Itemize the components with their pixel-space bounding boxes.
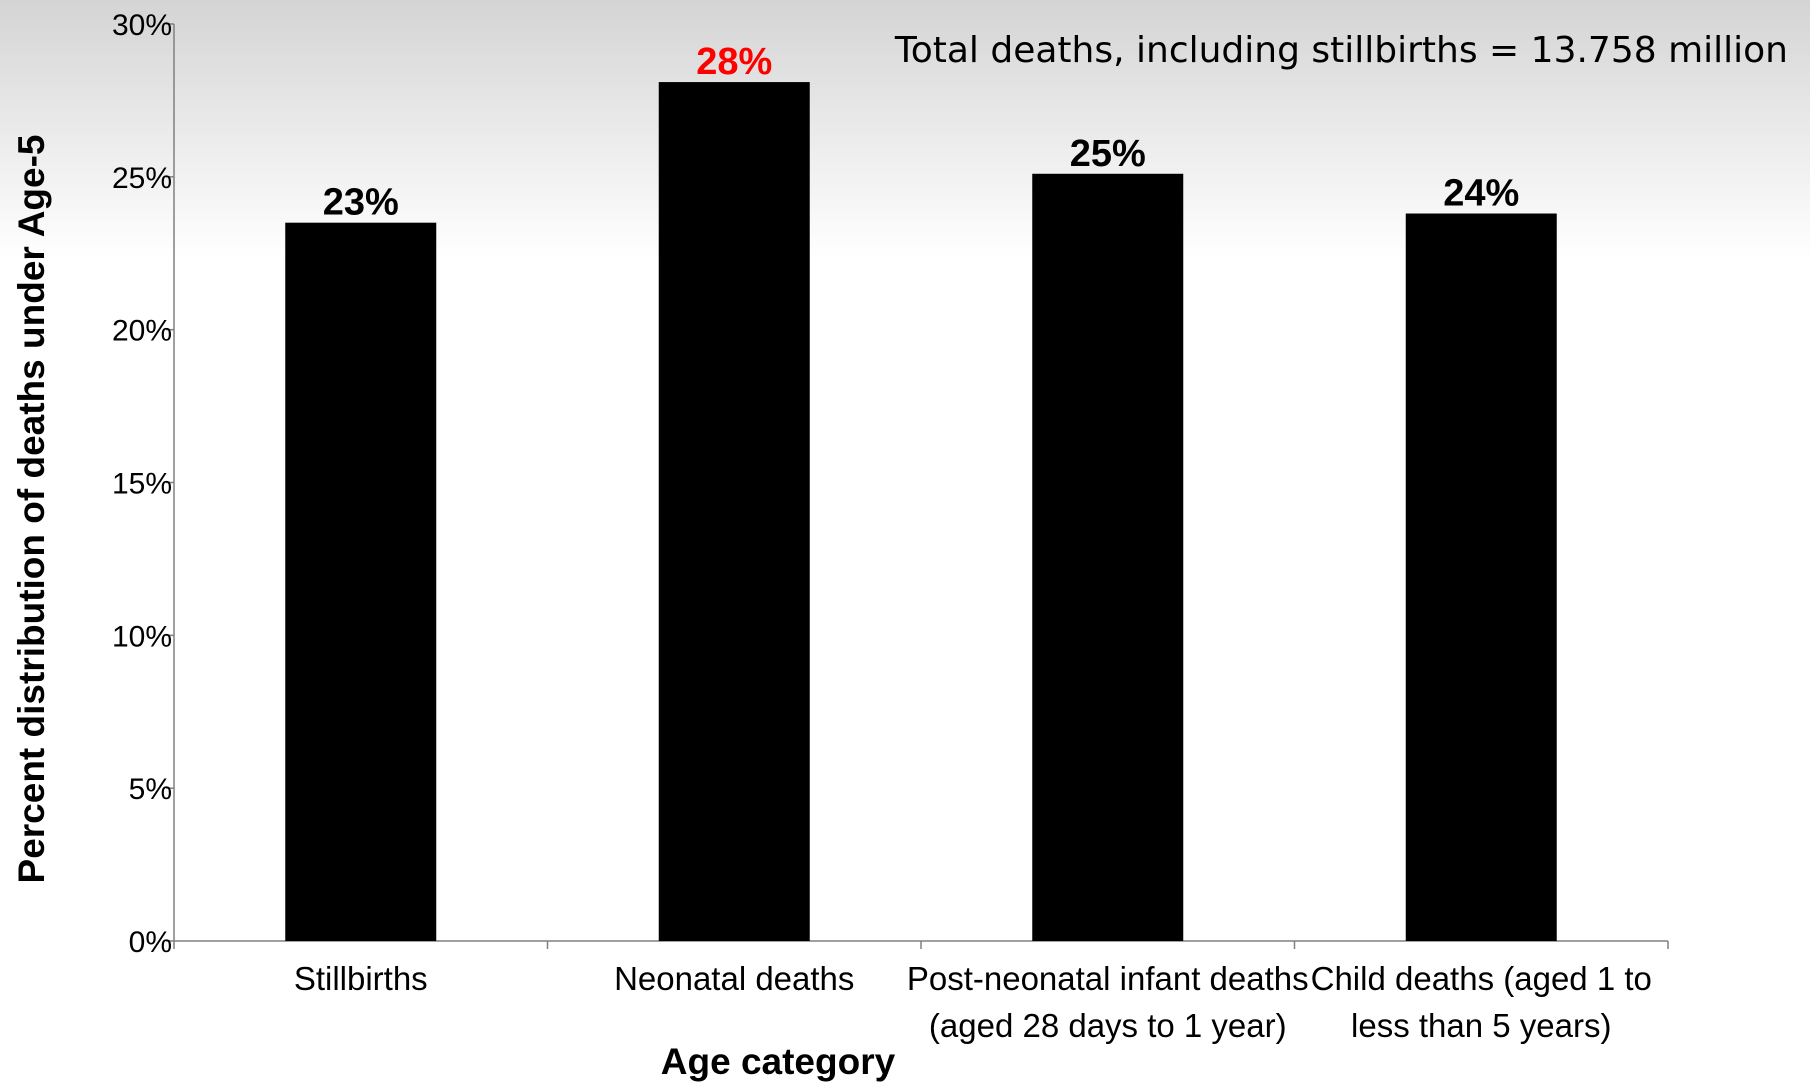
- data-label: 24%: [1443, 173, 1519, 215]
- y-tick-label: 5%: [129, 773, 172, 806]
- x-tick-label: Stillbirths: [294, 960, 428, 997]
- bar: [1405, 213, 1557, 942]
- y-tick-label: 0%: [129, 926, 172, 959]
- bar: [658, 82, 810, 942]
- bar: [1032, 173, 1184, 941]
- data-labels: 23% 28% 25% 24%: [323, 41, 1520, 224]
- data-label: 25%: [1070, 133, 1146, 175]
- y-tick-label: 30%: [112, 9, 172, 42]
- x-tick-labels: Stillbirths Neonatal deaths Post-neonatal …: [294, 960, 1652, 1044]
- x-tick-label: Post-neonatal infant deaths: [907, 960, 1309, 997]
- bars: [285, 82, 1557, 942]
- x-tick-label: less than 5 years): [1351, 1007, 1611, 1044]
- total-deaths-annotation: Total deaths, including stillbirths = 13…: [894, 30, 1788, 71]
- x-tick-label: Child deaths (aged 1 to: [1311, 960, 1652, 997]
- y-tick-label: 25%: [112, 162, 172, 195]
- data-label: 28%: [696, 41, 772, 83]
- y-axis: 0% 5% 10% 15% 20% 25% 30%: [112, 9, 175, 959]
- x-axis: [173, 940, 1669, 949]
- y-axis-title: Percent distribution of deaths under Age…: [11, 135, 52, 884]
- x-tick-label: (aged 28 days to 1 year): [929, 1007, 1287, 1044]
- bar: [285, 222, 437, 941]
- y-tick-label: 10%: [112, 620, 172, 653]
- y-tick-label: 20%: [112, 315, 172, 348]
- data-label: 23%: [323, 182, 399, 224]
- x-tick-label: Neonatal deaths: [614, 960, 854, 997]
- x-axis-title: Age category: [661, 1041, 896, 1082]
- y-tick-label: 15%: [112, 468, 172, 501]
